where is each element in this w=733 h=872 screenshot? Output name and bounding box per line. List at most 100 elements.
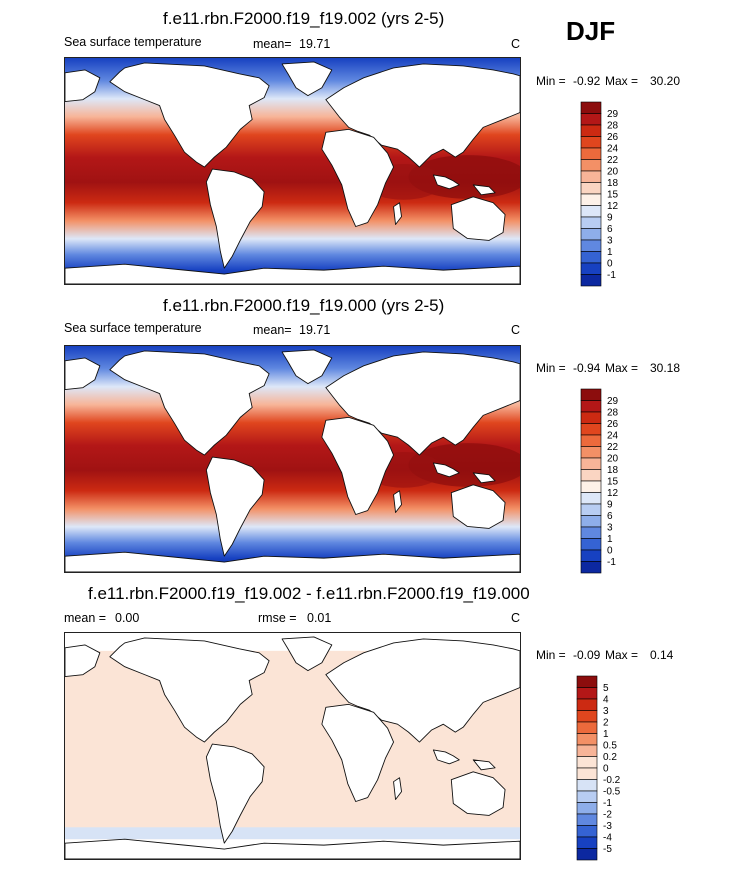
colorbar-tick-label: 22	[607, 155, 619, 166]
colorbar-tick-label: -0.2	[603, 775, 621, 786]
colorbar-box	[580, 561, 602, 574]
panel3-units: C	[511, 611, 521, 625]
colorbar-box	[580, 251, 602, 264]
colorbar-box	[576, 836, 598, 849]
colorbar-tick-label: 3	[607, 236, 613, 247]
colorbar-box	[580, 101, 602, 114]
antarctica-landmass	[65, 838, 520, 859]
colorbar-tick-label: 5	[603, 683, 609, 694]
colorbar-box	[576, 756, 598, 769]
colorbar-tick-label: 0	[607, 259, 613, 270]
panel1-colorbar: 29 28 26 24 22 20 18 15 12 9 6 3 1 0 -1	[580, 101, 641, 290]
panel2-mean-value: 19.71	[299, 323, 331, 337]
colorbar-tick-label: 0.5	[603, 741, 617, 752]
madagascar-landmass	[393, 777, 402, 800]
colorbar-tick-label: 1	[603, 729, 609, 740]
panel2-max-label: Max =	[605, 361, 639, 375]
north-america-landmass	[109, 350, 270, 456]
asia-west-edge-landmass	[65, 69, 101, 103]
antarctica-landmass	[65, 551, 520, 572]
africa-landmass	[321, 416, 395, 515]
panel2-units: C	[511, 323, 521, 337]
map-canvas	[65, 346, 520, 572]
colorbar-tick-label: 1	[607, 534, 613, 545]
panel3-mean-value: 0.00	[115, 611, 140, 625]
colorbar-tick-label: 12	[607, 488, 619, 499]
panel1-mean-value: 19.71	[299, 37, 331, 51]
colorbar-box	[580, 205, 602, 218]
southern-ocean-band	[65, 827, 520, 840]
colorbar-box	[580, 515, 602, 528]
colorbar-box	[580, 400, 602, 413]
panel3-max-value: 0.14	[650, 648, 674, 662]
africa-landmass	[321, 128, 395, 227]
colorbar-tick-label: 9	[607, 500, 613, 511]
panel2-min-label: Min =	[536, 361, 566, 375]
colorbar-box	[580, 492, 602, 505]
south-america-landmass	[205, 456, 265, 557]
asia-west-edge-landmass	[65, 644, 101, 678]
panel3-colorbar: 5 4 3 2 1 0.5 0.2 0 -0.2 -0.5 -1 -2 -3 -4 -5	[576, 675, 637, 864]
new-guinea-landmass	[472, 472, 496, 484]
colorbar-box	[580, 446, 602, 459]
colorbar-box	[576, 848, 598, 861]
panel2-max-value: 30.18	[650, 361, 681, 375]
colorbar-tick-label: 20	[607, 167, 619, 178]
panel3-mean-label: mean =	[64, 611, 107, 625]
panel2-map	[64, 345, 521, 573]
colorbar-box	[576, 802, 598, 815]
colorbar-box	[576, 813, 598, 826]
colorbar-tick-label: -2	[603, 810, 612, 821]
panel3-min-value: -0.09	[573, 648, 601, 662]
greenland-landmass	[281, 61, 333, 97]
colorbar-tick-label: 29	[607, 109, 619, 120]
colorbar-box	[580, 113, 602, 126]
panel2-variable: Sea surface temperature	[64, 321, 202, 335]
north-america-landmass	[109, 637, 270, 743]
colorbar-tick-label: 12	[607, 201, 619, 212]
colorbar-box	[580, 423, 602, 436]
panel2-colorbar: 29 28 26 24 22 20 18 15 12 9 6 3 1 0 -1	[580, 388, 641, 577]
colorbar-tick-label: 4	[603, 695, 609, 706]
panel2-title: f.e11.rbn.F2000.f19_f19.000 (yrs 2-5)	[163, 296, 445, 315]
south-america-landmass	[205, 743, 265, 844]
colorbar-box	[580, 239, 602, 252]
colorbar-box	[580, 262, 602, 275]
colorbar-tick-label: 20	[607, 454, 619, 465]
panel1-title: f.e11.rbn.F2000.f19_f19.002 (yrs 2-5)	[163, 9, 445, 28]
panel3-min-label: Min =	[536, 648, 566, 662]
colorbar-tick-label: 22	[607, 442, 619, 453]
colorbar-tick-label: 18	[607, 178, 619, 189]
colorbar-tick-label: 1	[607, 247, 613, 258]
colorbar-tick-label: -4	[603, 833, 612, 844]
panel1-map	[64, 57, 521, 285]
asia-west-edge-landmass	[65, 357, 101, 391]
colorbar-box	[580, 549, 602, 562]
panel2-min-value: -0.94	[573, 361, 601, 375]
indonesia-landmass	[432, 749, 460, 765]
colorbar-tick-label: 0.2	[603, 752, 617, 763]
colorbar-box	[580, 147, 602, 160]
colorbar-box	[576, 790, 598, 803]
colorbar-box	[576, 825, 598, 838]
panel3-max-label: Max =	[605, 648, 639, 662]
north-america-landmass	[109, 62, 270, 168]
greenland-landmass	[281, 636, 333, 672]
colorbar-tick-label: 3	[607, 523, 613, 534]
colorbar-tick-label: 24	[607, 431, 619, 442]
colorbar-box	[580, 388, 602, 401]
colorbar-box	[580, 274, 602, 287]
colorbar-tick-label: 3	[603, 706, 609, 717]
colorbar-box	[580, 216, 602, 229]
panel1-min-value: -0.92	[573, 74, 601, 88]
colorbar-box	[580, 193, 602, 206]
map-canvas	[65, 636, 520, 859]
colorbar-box	[576, 767, 598, 780]
colorbar-tick-label: -3	[603, 821, 612, 832]
colorbar-box	[580, 469, 602, 482]
colorbar-tick-label: -1	[607, 557, 616, 568]
panel3-rmse-value: 0.01	[307, 611, 332, 625]
colorbar-tick-label: 2	[603, 718, 609, 729]
